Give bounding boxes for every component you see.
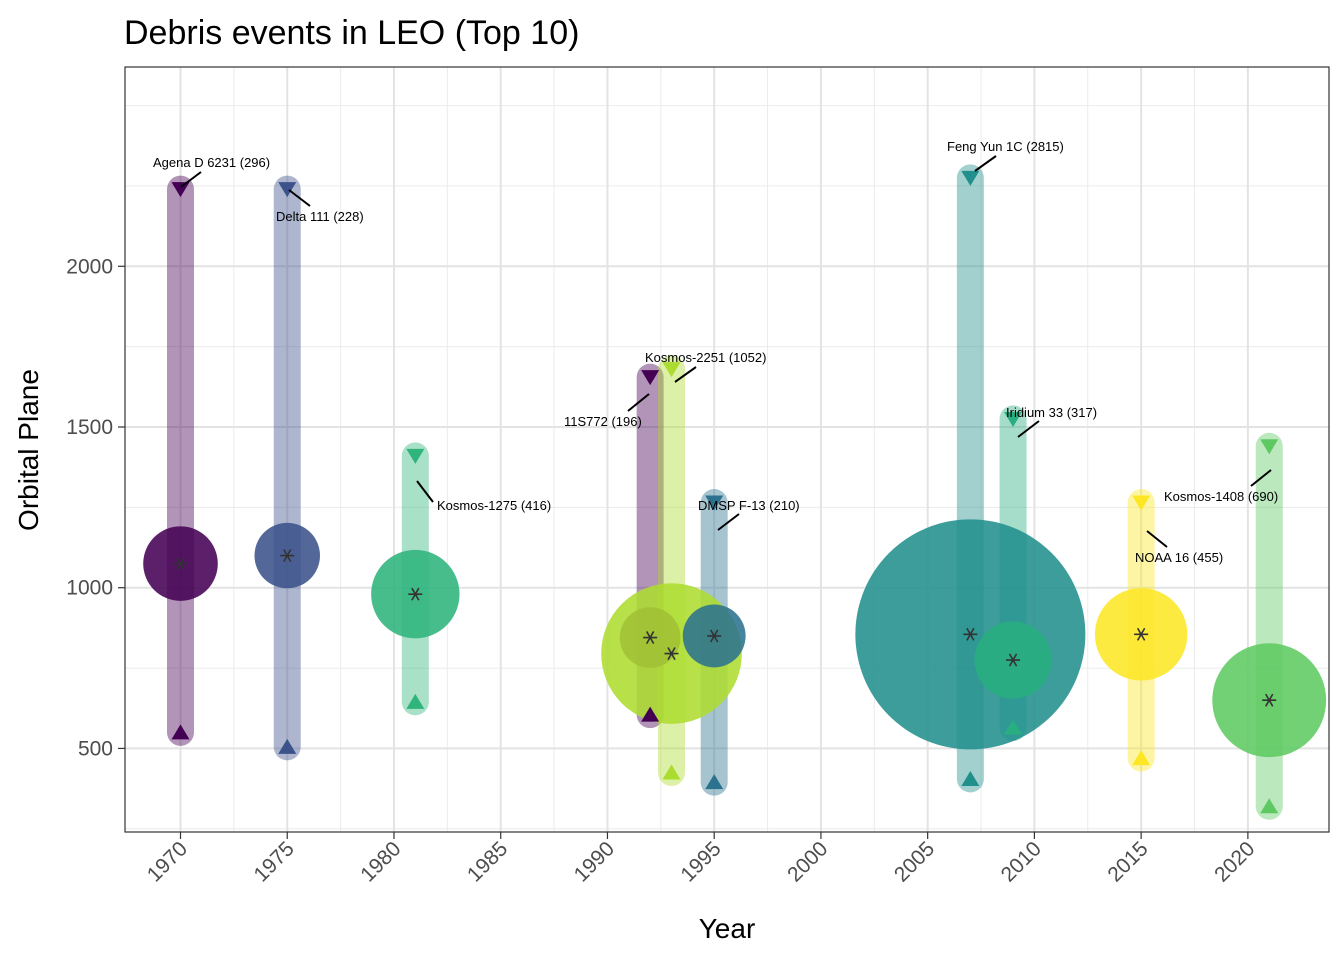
x-tick-label: 1980 — [356, 837, 405, 886]
center-asterisk — [1262, 693, 1277, 707]
center-asterisk — [643, 631, 658, 645]
perigee-triangle — [1004, 719, 1023, 735]
x-tick-label: 1970 — [143, 837, 192, 886]
x-tick-label: 2000 — [783, 837, 832, 886]
y-axis: 500 1000 1500 2000 — [66, 255, 125, 760]
annotation-leader — [717, 513, 740, 531]
perigee-triangle — [705, 774, 724, 790]
x-tick-label: 1985 — [463, 837, 512, 886]
annotation-label: Kosmos-2251 (1052) — [645, 350, 766, 365]
annotation-leader — [1146, 530, 1168, 548]
apogee-triangle — [278, 182, 297, 198]
perigee-triangle — [406, 693, 425, 709]
grid — [125, 67, 1329, 832]
annotation-leader — [416, 480, 434, 503]
y-tick-label: 2000 — [66, 255, 113, 278]
apogee-triangle — [961, 170, 980, 186]
annotation-label: DMSP F-13 (210) — [698, 498, 800, 513]
x-axis: 1970 1975 1980 1985 1990 1995 2000 2005 2010 2015… — [143, 832, 1259, 887]
annotation-leader — [1250, 469, 1272, 487]
x-tick-label: 2015 — [1103, 837, 1152, 886]
apogee-triangle — [1004, 411, 1023, 427]
center-asterisk — [664, 647, 679, 661]
apogee-perigee-markers — [171, 170, 1279, 814]
annotation-label: Kosmos-1275 (416) — [437, 498, 551, 513]
perigee-triangle — [1132, 750, 1151, 766]
x-tick-label: 1995 — [676, 837, 725, 886]
apogee-triangle — [641, 370, 660, 386]
center-asterisk — [1006, 653, 1021, 667]
annotation-leader — [180, 171, 202, 188]
center-asterisk — [963, 627, 978, 641]
annotation-label: Delta 111 (228) — [276, 209, 364, 224]
center-asterisk — [408, 587, 423, 601]
annotation-label: Agena D 6231 (296) — [153, 155, 270, 170]
perigee-triangle — [641, 706, 660, 722]
x-tick-label: 1990 — [570, 837, 619, 886]
x-tick-label: 2005 — [890, 837, 939, 886]
annotation-leader — [1017, 420, 1040, 438]
apogee-triangle — [705, 495, 724, 511]
apogee-triangle — [406, 448, 425, 464]
x-axis-title: Year — [699, 913, 756, 944]
annotation-label: NOAA 16 (455) — [1135, 550, 1223, 565]
chart-title: Debris events in LEO (Top 10) — [124, 14, 579, 52]
apogee-triangle — [1132, 495, 1151, 511]
y-axis-title: Orbital Plane — [13, 369, 44, 531]
perigee-triangle — [278, 738, 297, 754]
perigee-triangle — [662, 764, 681, 780]
annotation-leader — [288, 189, 311, 207]
y-tick-label: 500 — [78, 737, 113, 760]
perigee-triangle — [1260, 798, 1279, 814]
annotation-label: Iridium 33 (317) — [1006, 405, 1097, 420]
apogee-triangle — [171, 182, 190, 198]
x-tick-label: 2020 — [1210, 837, 1259, 886]
annotation-leader — [974, 155, 997, 172]
annotation-label: 11S772 (196) — [564, 414, 642, 429]
annotation-label: Feng Yun 1C (2815) — [947, 139, 1064, 154]
center-asterisk — [280, 549, 295, 563]
y-tick-label: 1000 — [66, 577, 113, 600]
annotation-label: Kosmos-1408 (690) — [1164, 489, 1278, 504]
y-tick-label: 1500 — [66, 416, 113, 439]
center-asterisk — [707, 629, 722, 643]
center-asterisk — [1134, 627, 1149, 641]
center-asterisk — [173, 557, 188, 571]
x-tick-label: 1975 — [249, 837, 298, 886]
perigee-triangle — [961, 770, 980, 786]
event-annotations: Agena D 6231 (296) Delta 111 (228) Kosmos-… — [153, 139, 1278, 565]
apogee-triangle — [1260, 439, 1279, 455]
plot-panel-border — [124, 66, 1330, 833]
annotation-leader — [627, 393, 650, 412]
apogee-triangle — [662, 362, 681, 378]
annotation-leader — [674, 366, 697, 383]
x-tick-label: 2010 — [997, 837, 1046, 886]
perigee-triangle — [171, 724, 190, 740]
orbit-ranges — [167, 164, 1283, 820]
